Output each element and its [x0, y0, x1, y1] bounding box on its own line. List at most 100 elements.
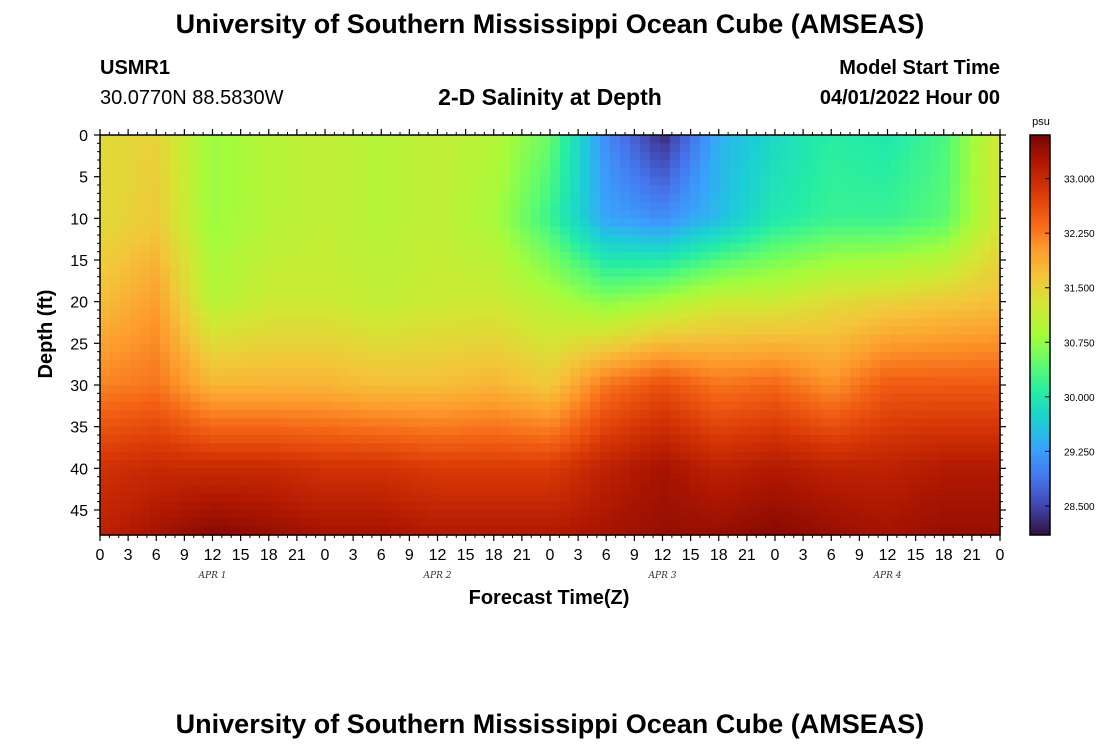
heatmap-cell [140, 326, 151, 336]
heatmap-cell [210, 210, 221, 219]
heatmap-cell [240, 185, 251, 194]
heatmap-cell [970, 160, 981, 169]
heatmap-cell [700, 376, 711, 386]
heatmap-cell [170, 226, 181, 236]
heatmap-cell [890, 251, 901, 261]
x-tick-label: 3 [574, 547, 583, 564]
heatmap-cell [330, 176, 341, 186]
heatmap-cell [170, 351, 181, 361]
heatmap-cell [540, 368, 551, 378]
heatmap-cell [540, 160, 551, 169]
heatmap-cell [130, 510, 141, 519]
heatmap-cell [180, 393, 191, 403]
heatmap-cell [680, 243, 691, 253]
heatmap-cell [240, 476, 251, 486]
heatmap-cell [490, 485, 501, 494]
heatmap-cell [230, 318, 241, 328]
heatmap-cell [510, 335, 521, 344]
heatmap-cell [800, 285, 811, 294]
heatmap-cell [490, 251, 501, 261]
heatmap-cell [390, 151, 401, 161]
heatmap-cell [560, 418, 571, 428]
heatmap-cell [280, 301, 291, 311]
heatmap-cell [210, 476, 221, 486]
heatmap-cell [200, 143, 211, 153]
heatmap-cell [300, 285, 311, 294]
heatmap-cell [130, 335, 141, 344]
heatmap-cell [480, 426, 491, 436]
heatmap-cell [860, 185, 871, 194]
heatmap-cell [180, 360, 191, 369]
heatmap-cell [590, 160, 601, 169]
heatmap-cell [520, 485, 531, 494]
heatmap-cell [410, 476, 421, 486]
heatmap-cell [940, 243, 951, 253]
heatmap-cell [580, 393, 591, 403]
heatmap-cell [900, 360, 911, 369]
heatmap-cell [560, 510, 571, 519]
heatmap-cell [290, 351, 301, 361]
heatmap-cell [260, 318, 271, 328]
heatmap-cell [790, 376, 801, 386]
heatmap-cell [600, 135, 611, 144]
heatmap-cell [460, 168, 471, 178]
heatmap-cell [120, 510, 131, 519]
heatmap-cell [250, 218, 261, 228]
heatmap-cell [480, 218, 491, 228]
heatmap-cell [850, 243, 861, 253]
heatmap-cell [400, 443, 411, 453]
heatmap-cell [990, 326, 1001, 336]
heatmap-cell [930, 310, 941, 319]
heatmap-cell [320, 135, 331, 144]
heatmap-cell [410, 226, 421, 236]
heatmap-cell [840, 526, 851, 536]
heatmap-cell [260, 410, 271, 419]
heatmap-cell [430, 151, 441, 161]
heatmap-cell [640, 343, 651, 353]
heatmap-cell [740, 393, 751, 403]
heatmap-cell [720, 218, 731, 228]
heatmap-cell [220, 518, 231, 528]
heatmap-cell [790, 318, 801, 328]
heatmap-cell [140, 151, 151, 161]
heatmap-cell [520, 443, 531, 453]
heatmap-cell [670, 518, 681, 528]
heatmap-cell [120, 451, 131, 461]
heatmap-cell [640, 210, 651, 219]
heatmap-cell [170, 443, 181, 453]
heatmap-cell [820, 393, 831, 403]
heatmap-cell [680, 351, 691, 361]
heatmap-cell [870, 235, 881, 244]
heatmap-cell [270, 493, 281, 503]
heatmap-cell [450, 226, 461, 236]
heatmap-cell [640, 435, 651, 444]
heatmap-cell [250, 351, 261, 361]
heatmap-cell [880, 351, 891, 361]
heatmap-cell [570, 151, 581, 161]
heatmap-cell [830, 335, 841, 344]
heatmap-cell [190, 226, 201, 236]
heatmap-cell [480, 468, 491, 478]
heatmap-cell [680, 468, 691, 478]
heatmap-cell [950, 393, 961, 403]
heatmap-cell [200, 218, 211, 228]
heatmap-cell [420, 518, 431, 528]
heatmap-cell [880, 160, 891, 169]
heatmap-cell [950, 510, 961, 519]
heatmap-cell [650, 160, 661, 169]
heatmap-cell [800, 193, 811, 203]
heatmap-cell [300, 301, 311, 311]
heatmap-cell [720, 343, 731, 353]
heatmap-cell [160, 360, 171, 369]
heatmap-cell [440, 285, 451, 294]
heatmap-cell [550, 360, 561, 369]
heatmap-cell [510, 243, 521, 253]
heatmap-cell [810, 368, 821, 378]
heatmap-cell [680, 460, 691, 469]
heatmap-cell [630, 226, 641, 236]
heatmap-cell [780, 260, 791, 269]
heatmap-cell [400, 168, 411, 178]
heatmap-cell [310, 368, 321, 378]
heatmap-cell [790, 401, 801, 411]
heatmap-cell [410, 318, 421, 328]
